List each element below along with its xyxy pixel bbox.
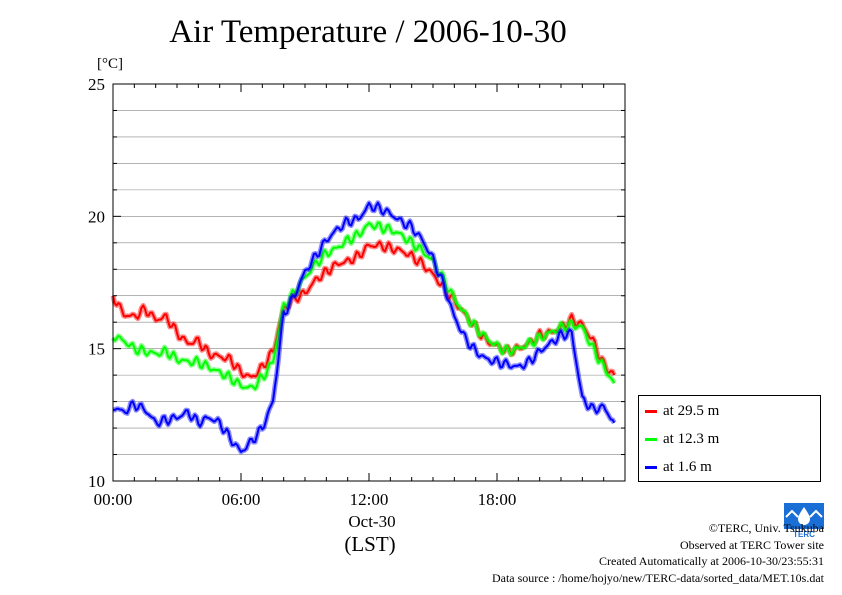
logo-text: TERC	[793, 530, 815, 539]
legend-item-1-6m: at 1.6 m	[645, 456, 712, 478]
x-tick-label: 06:00	[222, 490, 261, 509]
y-tick-label: 25	[88, 75, 105, 94]
x-date-label: Oct-30	[348, 512, 396, 531]
x-tick-label: 18:00	[478, 490, 517, 509]
legend-item-12-3m: at 12.3 m	[645, 428, 719, 450]
legend-label-29-5m: at 29.5 m	[663, 402, 720, 419]
series-line	[112, 221, 616, 391]
series-at-1-6-m	[112, 200, 617, 455]
legend-swatch-29-5m	[645, 409, 657, 413]
grid-lines	[113, 110, 625, 455]
legend-swatch-1-6m	[645, 465, 657, 469]
x-tick-labels: 00:00 06:00 12:00 18:00	[94, 490, 517, 509]
series-line	[112, 240, 616, 378]
x-axis-label: (LST)	[344, 532, 396, 556]
series-at-12-3-m	[110, 220, 617, 392]
y-tick-labels: 10 15 20 25	[88, 75, 105, 491]
series-line	[112, 201, 616, 453]
series-lines	[110, 200, 617, 455]
series-halo	[110, 239, 617, 380]
y-tick-label: 20	[88, 207, 105, 226]
axis-ticks	[112, 83, 626, 482]
legend-label-1-6m: at 1.6 m	[663, 458, 712, 475]
credit-created: Created Automatically at 2006-10-30/23:5…	[599, 554, 824, 568]
legend: at 29.5 m at 12.3 m at 1.6 m	[638, 395, 821, 482]
terc-logo-icon: TERC	[784, 503, 824, 539]
y-tick-label: 10	[88, 472, 105, 491]
y-tick-label: 15	[88, 340, 105, 359]
credits-block: ©TERC, Univ. Tsukuba Observed at TERC To…	[492, 520, 824, 586]
credit-copyright: ©TERC, Univ. Tsukuba	[708, 521, 824, 535]
credit-source: Data source : /home/hojyo/new/TERC-data/…	[491, 570, 824, 585]
chart-title: Air Temperature / 2006-10-30	[169, 14, 567, 50]
legend-item-29-5m: at 29.5 m	[645, 400, 719, 422]
credit-observed: Observed at TERC Tower site	[679, 537, 824, 552]
legend-swatch-12-3m	[645, 437, 657, 441]
series-at-29-5-m	[110, 239, 617, 380]
legend-label-12-3m: at 12.3 m	[663, 430, 720, 447]
x-tick-label: 12:00	[350, 490, 389, 509]
y-axis-unit-label: [°C]	[97, 56, 123, 72]
x-tick-label: 00:00	[94, 490, 133, 509]
